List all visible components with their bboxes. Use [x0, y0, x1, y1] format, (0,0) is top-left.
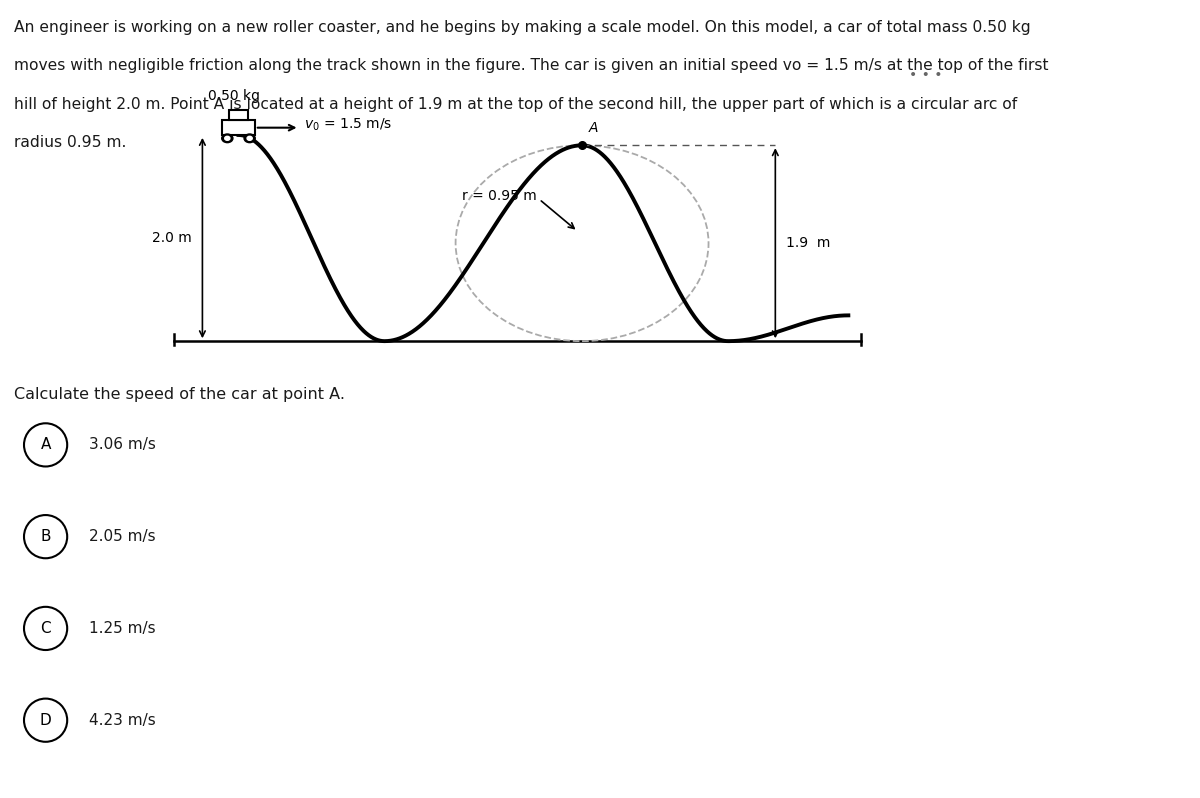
- Text: Calculate the speed of the car at point A.: Calculate the speed of the car at point …: [14, 387, 346, 402]
- Text: 1.9  m: 1.9 m: [786, 236, 830, 251]
- Text: An engineer is working on a new roller coaster, and he begins by making a scale : An engineer is working on a new roller c…: [14, 20, 1031, 35]
- Bar: [222, 120, 254, 135]
- Circle shape: [224, 136, 230, 140]
- Text: moves with negligible friction along the track shown in the figure. The car is g: moves with negligible friction along the…: [14, 58, 1049, 73]
- Circle shape: [247, 136, 252, 140]
- Text: • • •: • • •: [908, 68, 942, 82]
- Circle shape: [222, 134, 233, 143]
- Text: B: B: [41, 529, 50, 544]
- Text: 1.25 m/s: 1.25 m/s: [89, 621, 156, 636]
- Text: r = 0.95 m: r = 0.95 m: [462, 189, 536, 203]
- Text: 2.0 m: 2.0 m: [152, 231, 192, 245]
- Text: A: A: [41, 437, 50, 452]
- Circle shape: [244, 134, 256, 143]
- Text: 3.06 m/s: 3.06 m/s: [89, 437, 156, 452]
- Bar: [229, 110, 248, 120]
- Text: C: C: [41, 621, 50, 636]
- Text: hill of height 2.0 m. Point A is located at a height of 1.9 m at the top of the : hill of height 2.0 m. Point A is located…: [14, 97, 1018, 112]
- Text: 2.05 m/s: 2.05 m/s: [89, 529, 156, 544]
- Text: 4.23 m/s: 4.23 m/s: [89, 713, 156, 728]
- Text: $v_0$ = 1.5 m/s: $v_0$ = 1.5 m/s: [304, 117, 392, 132]
- Text: A: A: [589, 121, 599, 136]
- Text: D: D: [40, 713, 52, 728]
- Text: radius 0.95 m.: radius 0.95 m.: [14, 135, 127, 150]
- Text: 0.50 kg: 0.50 kg: [208, 89, 260, 103]
